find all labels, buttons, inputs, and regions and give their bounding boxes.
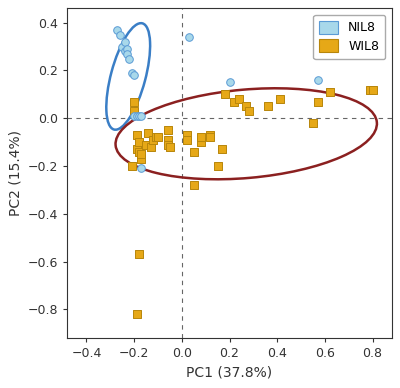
WIL8 [136,139,142,145]
WIL8 [133,132,140,138]
Y-axis label: PC2 (15.4%): PC2 (15.4%) [8,130,22,216]
X-axis label: PC1 (37.8%): PC1 (37.8%) [186,365,273,380]
WIL8 [136,251,142,258]
WIL8 [138,156,144,162]
WIL8 [310,120,316,126]
WIL8 [207,132,214,138]
WIL8 [131,99,137,105]
WIL8 [150,137,156,143]
NIL8 [133,113,140,119]
NIL8 [131,113,137,119]
NIL8 [124,50,130,57]
WIL8 [369,87,376,93]
NIL8 [126,55,133,62]
WIL8 [143,142,149,148]
NIL8 [138,165,144,171]
WIL8 [167,144,173,150]
WIL8 [231,99,238,105]
WIL8 [155,134,161,140]
WIL8 [164,127,171,133]
WIL8 [214,163,221,169]
NIL8 [226,79,233,85]
NIL8 [186,34,192,40]
WIL8 [246,108,252,114]
WIL8 [164,137,171,143]
WIL8 [136,149,142,155]
WIL8 [128,163,135,169]
WIL8 [367,87,374,93]
WIL8 [190,182,197,188]
NIL8 [117,31,123,38]
NIL8 [114,27,121,33]
NIL8 [122,39,128,45]
WIL8 [222,91,228,97]
WIL8 [236,96,242,102]
WIL8 [133,146,140,152]
NIL8 [136,113,142,119]
NIL8 [128,70,135,76]
WIL8 [198,139,204,145]
NIL8 [131,72,137,78]
WIL8 [148,144,154,150]
WIL8 [145,130,152,136]
WIL8 [131,108,137,114]
WIL8 [184,137,190,143]
NIL8 [314,77,321,83]
WIL8 [314,99,321,105]
NIL8 [122,48,128,54]
WIL8 [152,134,159,140]
WIL8 [219,146,226,152]
WIL8 [264,103,271,109]
WIL8 [207,134,214,140]
WIL8 [133,311,140,317]
WIL8 [184,132,190,138]
WIL8 [243,103,250,109]
WIL8 [164,142,171,148]
WIL8 [138,151,144,157]
NIL8 [124,46,130,52]
WIL8 [198,134,204,140]
WIL8 [276,96,283,102]
NIL8 [119,43,126,50]
Legend: NIL8, WIL8: NIL8, WIL8 [313,15,386,59]
WIL8 [326,89,333,95]
WIL8 [190,149,197,155]
NIL8 [138,113,144,119]
